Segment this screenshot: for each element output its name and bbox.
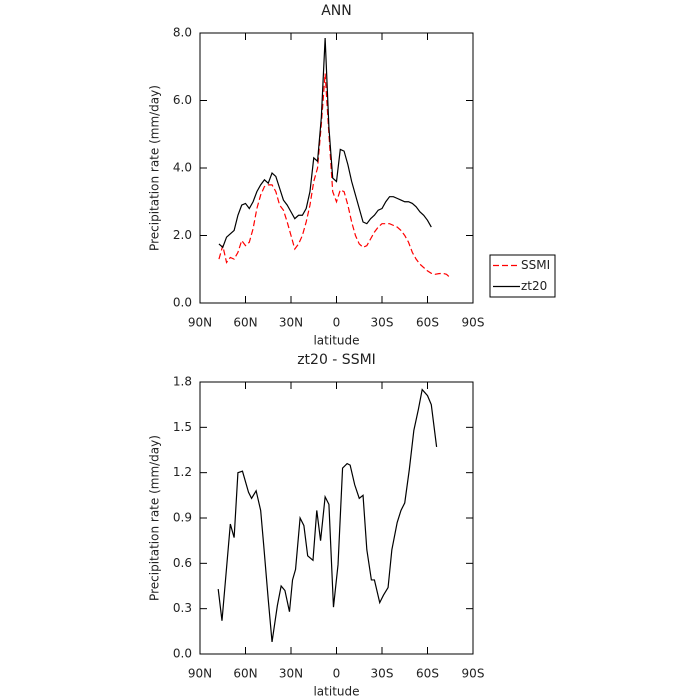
x-axis-label: latitude — [313, 334, 359, 348]
y-tick-label: 4.0 — [173, 161, 192, 175]
x-tick-label: 90N — [188, 667, 212, 681]
chart-title: ANN — [321, 3, 352, 19]
plot-frame — [199, 381, 474, 655]
x-tick-label: 60S — [416, 316, 439, 330]
y-tick-label: 8.0 — [173, 26, 192, 40]
x-axis-label: latitude — [313, 685, 359, 699]
series-line — [217, 388, 438, 642]
chart-title: zt20 - SSMI — [297, 352, 376, 368]
x-tick-label: 90S — [462, 316, 485, 330]
y-tick-label: 1.2 — [173, 465, 192, 479]
y-tick-label: 0.9 — [173, 511, 192, 525]
x-tick-label: 60N — [233, 667, 257, 681]
x-tick-label: 30S — [371, 316, 394, 330]
legend-box — [489, 254, 556, 298]
y-tick-label: 1.8 — [173, 375, 192, 389]
y-tick-label: 0.0 — [173, 647, 192, 661]
legend-label: SSMI — [521, 258, 550, 272]
legend-label: zt20 — [521, 279, 547, 293]
y-tick-label: 0.6 — [173, 556, 192, 570]
x-tick-label: 30S — [371, 667, 394, 681]
y-tick-label: 0.3 — [173, 601, 192, 615]
x-tick-label: 0 — [333, 667, 341, 681]
x-tick-label: 60N — [233, 316, 257, 330]
x-tick-label: 30N — [279, 667, 303, 681]
series-line — [218, 38, 432, 249]
y-tick-label: 0.0 — [173, 296, 192, 310]
y-tick-label: 2.0 — [173, 228, 192, 242]
y-tick-label: 6.0 — [173, 93, 192, 107]
y-axis-label: Precipitation rate (mm/day) — [148, 85, 162, 251]
y-axis-label: Precipitation rate (mm/day) — [148, 435, 162, 601]
y-tick-label: 1.5 — [173, 420, 192, 434]
series-line — [218, 73, 451, 279]
x-tick-label: 30N — [279, 316, 303, 330]
x-tick-label: 90S — [462, 667, 485, 681]
x-tick-label: 0 — [333, 316, 341, 330]
plot-frame — [199, 32, 474, 304]
x-tick-label: 90N — [188, 316, 212, 330]
x-tick-label: 60S — [416, 667, 439, 681]
